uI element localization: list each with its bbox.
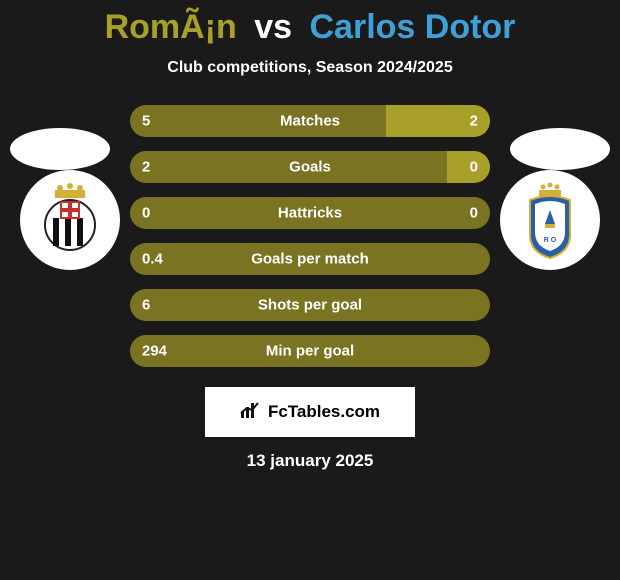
stat-left-segment [130, 243, 490, 275]
club-badge-left-icon [35, 180, 105, 260]
player2-avatar-placeholder [510, 128, 610, 170]
stat-left-value: 6 [142, 297, 150, 314]
date-text: 13 january 2025 [0, 451, 620, 471]
stat-left-value: 0 [142, 205, 150, 222]
stat-left-segment [130, 105, 386, 137]
stat-right-value: 2 [470, 113, 478, 130]
svg-text:R O: R O [544, 237, 557, 244]
player1-avatar-placeholder [10, 128, 110, 170]
stat-row: 0.4Goals per match [130, 243, 490, 275]
stat-left-segment [130, 289, 490, 321]
player2-name: Carlos Dotor [310, 8, 516, 46]
brand-chart-icon [240, 401, 262, 424]
player2-club-badge: R O [500, 170, 600, 270]
player1-club-badge [20, 170, 120, 270]
stat-right-value: 0 [470, 159, 478, 176]
stats-bars: 52Matches20Goals00Hattricks0.4Goals per … [130, 105, 490, 367]
title-vs: vs [254, 8, 292, 46]
stat-left-segment [130, 151, 447, 183]
stat-right-segment [447, 151, 490, 183]
stat-left-value: 5 [142, 113, 150, 130]
stat-left-value: 294 [142, 343, 167, 360]
player1-name: RomÃ¡n [105, 8, 237, 46]
stat-right-value: 0 [470, 205, 478, 222]
club-badge-right-icon: R O [515, 180, 585, 260]
stat-row: 52Matches [130, 105, 490, 137]
stat-row: 00Hattricks [130, 197, 490, 229]
stat-left-value: 0.4 [142, 251, 163, 268]
stat-left-segment [130, 335, 490, 367]
stat-row: 294Min per goal [130, 335, 490, 367]
page-title: RomÃ¡n vs Carlos Dotor [0, 0, 620, 47]
subtitle: Club competitions, Season 2024/2025 [0, 59, 620, 77]
stat-left-value: 2 [142, 159, 150, 176]
brand-box: FcTables.com [205, 387, 415, 437]
stat-left-segment [130, 197, 490, 229]
stat-row: 20Goals [130, 151, 490, 183]
stat-row: 6Shots per goal [130, 289, 490, 321]
brand-text: FcTables.com [268, 402, 380, 422]
